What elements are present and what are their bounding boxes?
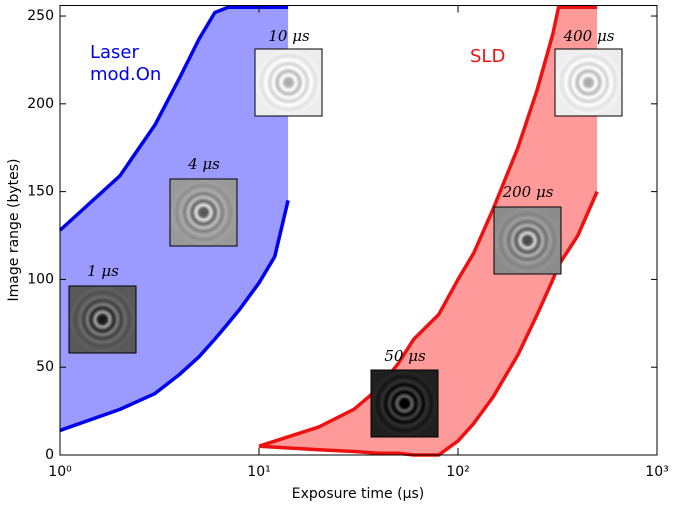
inset-label: 400 μs	[563, 27, 615, 45]
inset-image	[169, 178, 238, 247]
inset-label: 10 μs	[268, 27, 310, 45]
inset-image	[493, 206, 562, 275]
boundary-line	[59, 199, 290, 433]
x-tick-label: 10²	[446, 464, 469, 480]
y-tick-label: 150	[27, 184, 54, 200]
inset-image	[554, 48, 623, 117]
inset-image	[68, 285, 137, 354]
y-tick-label: 0	[45, 447, 54, 463]
y-axis-label: Image range (bytes)	[6, 159, 22, 302]
y-tick-label: 200	[27, 96, 54, 112]
y-tick-label: 100	[27, 271, 54, 287]
inset-label: 1 μs	[87, 262, 119, 280]
series-label: Laser mod.On	[90, 42, 162, 85]
inset-image	[254, 48, 323, 117]
x-tick-label: 10³	[645, 464, 668, 480]
inset-label: 4 μs	[187, 155, 220, 173]
plot-frame	[59, 5, 658, 456]
band-fill	[259, 7, 598, 455]
y-tick-label: 50	[36, 359, 54, 375]
x-tick-label: 10¹	[247, 464, 270, 480]
x-tick-label: 10⁰	[48, 464, 72, 480]
inset-image	[370, 369, 439, 438]
series-label: SLD	[470, 46, 506, 67]
x-axis-label: Exposure time (μs)	[292, 486, 424, 502]
inset-label: 50 μs	[384, 347, 426, 365]
inset-label: 200 μs	[502, 183, 554, 201]
y-tick-label: 250	[27, 8, 54, 24]
boundary-line	[58, 5, 289, 232]
boundary-line	[258, 5, 598, 448]
